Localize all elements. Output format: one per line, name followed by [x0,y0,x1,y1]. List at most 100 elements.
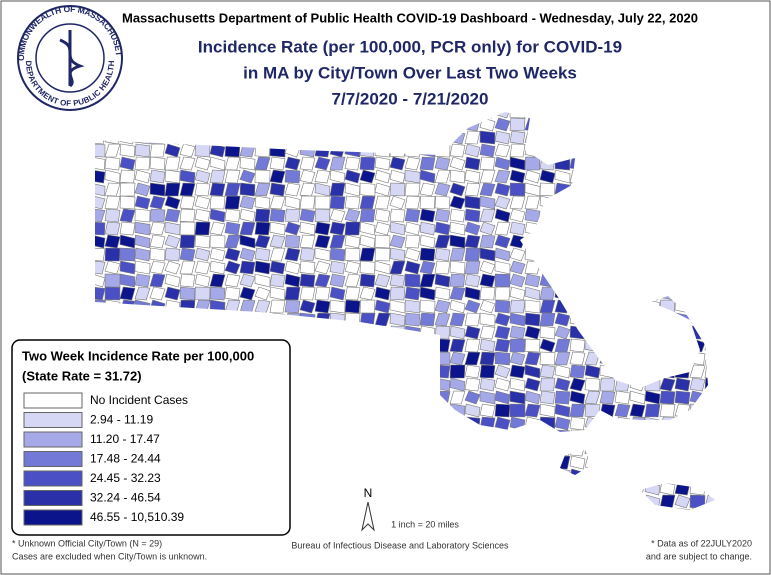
town [269,112,286,119]
town [314,481,331,496]
town [449,455,466,470]
town [509,390,526,405]
town [569,112,586,119]
town [179,247,196,262]
town [614,351,631,366]
town [524,364,541,379]
town [584,377,601,392]
town [359,299,376,314]
town [539,312,556,327]
town [254,312,271,327]
town [194,234,211,249]
town [689,416,706,431]
town [104,143,121,158]
town [479,442,496,457]
town [539,390,556,405]
town [554,481,571,496]
town [494,221,511,236]
town [344,377,361,392]
town [95,273,106,288]
town [539,468,556,483]
town [599,468,616,483]
town [374,221,391,236]
legend-title: Two Week Incidence Rate per 100,000 [22,348,254,363]
town [239,286,256,301]
town [464,468,481,483]
town [704,130,715,145]
town [389,390,406,405]
town [374,351,391,366]
town [164,195,181,210]
town [509,260,526,275]
town [629,156,646,171]
town [314,208,331,223]
town [404,221,421,236]
town [539,247,556,262]
town [494,117,511,132]
town [584,442,601,457]
town [584,208,601,223]
town [359,208,376,223]
town [659,234,676,249]
town [464,143,481,158]
seal-top-text: COMMONWEALTH OF MASSACHUSETTS [0,0,124,61]
town [119,112,136,119]
town [629,143,646,158]
town [209,112,226,119]
town [464,273,481,288]
town [449,156,466,171]
town [584,195,601,210]
town [419,169,436,184]
town [644,221,661,236]
town [509,156,526,171]
town [449,481,466,496]
town [434,442,451,457]
town [179,325,196,340]
town [404,234,421,249]
town [584,338,601,353]
town [329,273,346,288]
town [344,468,361,483]
town [674,169,691,184]
town [149,234,166,249]
town [389,468,406,483]
town [524,143,541,158]
town [359,364,376,379]
town [434,416,451,431]
town [704,208,715,223]
town [674,468,691,483]
town [209,182,226,197]
town [584,325,601,340]
town [614,507,631,510]
town [644,377,661,392]
town [149,221,166,236]
town [644,130,661,145]
town [704,481,715,496]
town [209,195,226,210]
town [509,273,526,288]
town [404,286,421,301]
town [524,273,541,288]
town [284,182,301,197]
town [524,377,541,392]
town [494,429,511,444]
town [314,169,331,184]
town [179,112,196,119]
town [689,468,706,483]
town [554,247,571,262]
town [194,260,211,275]
town [299,338,316,353]
town [179,195,196,210]
town [434,286,451,301]
town [599,494,616,509]
town [449,338,466,353]
town [149,143,166,158]
town [224,286,241,301]
town [374,130,391,145]
town [449,208,466,223]
scale-label: 1 inch = 20 miles [391,519,459,529]
town [599,117,616,132]
town [179,286,196,301]
town [299,169,316,184]
town [689,156,706,171]
